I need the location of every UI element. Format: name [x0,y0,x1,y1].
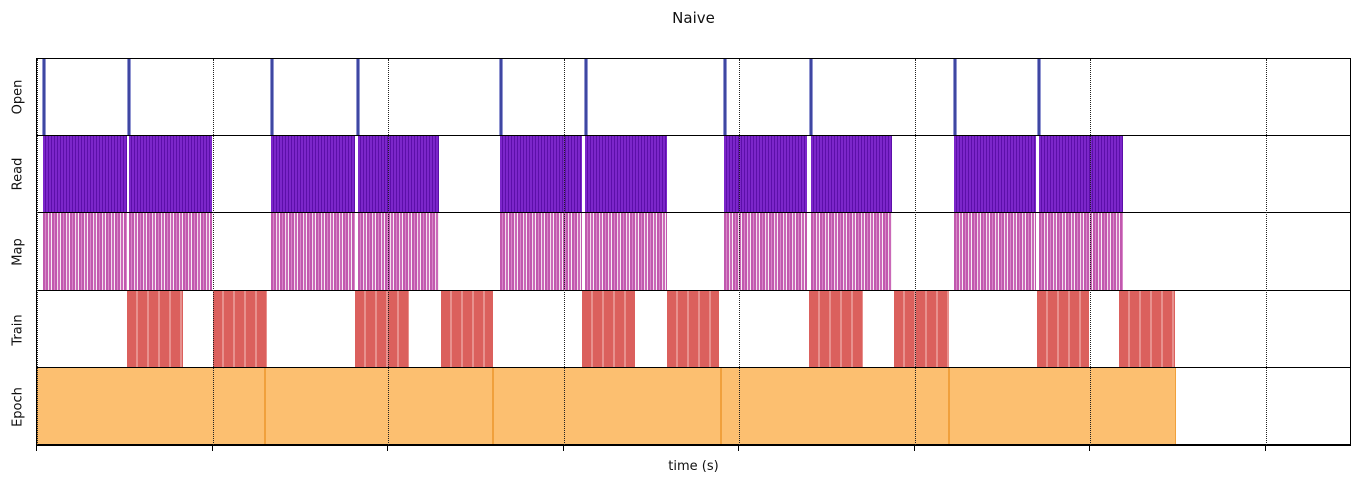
read-bar [954,136,1036,213]
map-bar [1039,213,1123,290]
train-bar [127,290,183,367]
train-bar [1119,290,1175,367]
y-axis-label-map: Map [10,238,26,266]
x-axis-tick [738,446,739,451]
train-bar [894,290,949,367]
map-bar [129,213,212,290]
open-bar [270,59,274,136]
read-bar [43,136,127,213]
epoch-bar [37,367,265,445]
gridline [915,59,916,445]
train-bar [441,290,493,367]
train-bar [809,290,863,367]
track-train [37,290,1350,368]
open-bar [499,59,503,136]
gridline [213,59,214,445]
open-bar [584,59,588,136]
x-axis-tick [1089,446,1090,451]
x-axis-tick [563,446,564,451]
chart-title: Naive [672,9,715,27]
read-bar [500,136,582,213]
y-axis-label-read: Read [10,158,26,191]
read-bar [1039,136,1123,213]
map-bar [811,213,892,290]
train-bar [667,290,719,367]
epoch-bar [265,367,493,445]
map-bar [43,213,127,290]
open-bar [953,59,957,136]
y-axis-label-open: Open [10,79,26,115]
plot-area [36,58,1351,446]
train-bar [1037,290,1089,367]
map-bar [358,213,439,290]
gridline [564,59,565,445]
open-bar [42,59,46,136]
x-axis-tick [387,446,388,451]
train-bar [582,290,635,367]
map-bar [954,213,1036,290]
gridline [1090,59,1091,445]
read-bar [585,136,667,213]
read-bar [271,136,355,213]
read-bar [129,136,212,213]
map-bar [500,213,582,290]
open-bar [723,59,727,136]
gridline [388,59,389,445]
track-open [37,59,1350,137]
epoch-bar [949,367,1176,445]
y-axis-label-epoch: Epoch [10,387,26,428]
map-bar [724,213,807,290]
gridline [1266,59,1267,445]
open-bar [356,59,360,136]
track-read [37,136,1350,214]
track-map [37,213,1350,291]
read-bar [358,136,439,213]
read-bar [811,136,892,213]
x-axis-label: time (s) [668,459,719,474]
train-bar [213,290,267,367]
gridline [739,59,740,445]
epoch-bar [721,367,949,445]
read-bar [724,136,807,213]
track-epoch [37,367,1350,446]
x-axis-tick [212,446,213,451]
x-axis-tick [914,446,915,451]
x-axis-tick [36,446,37,451]
y-axis-label-train: Train [10,313,26,346]
open-bar [127,59,131,136]
open-bar [809,59,813,136]
epoch-bar [493,367,721,445]
map-bar [585,213,667,290]
train-bar [355,290,409,367]
map-bar [271,213,355,290]
x-axis-tick [1265,446,1266,451]
open-bar [1037,59,1041,136]
gridline [37,59,38,445]
